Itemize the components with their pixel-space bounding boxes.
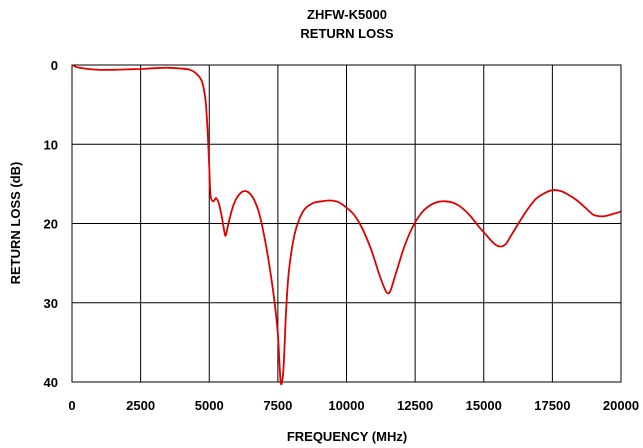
x-tick-label: 2500 — [126, 398, 155, 413]
y-tick-label: 10 — [44, 137, 58, 152]
y-tick-label: 30 — [44, 296, 58, 311]
x-tick-label: 0 — [68, 398, 75, 413]
chart-subtitle: RETURN LOSS — [300, 26, 394, 41]
y-axis-label: RETURN LOSS (dB) — [8, 162, 23, 285]
series-layer — [71, 64, 622, 386]
grid — [71, 64, 622, 383]
return-loss-line — [71, 64, 622, 386]
x-tick-label: 17500 — [534, 398, 570, 413]
x-tick-label: 12500 — [397, 398, 433, 413]
x-axis-label: FREQUENCY (MHz) — [287, 429, 407, 444]
x-tick-labels: 0 2500 5000 7500 10000 12500 15000 17500 20000 — [68, 398, 639, 413]
x-tick-label: 7500 — [263, 398, 292, 413]
plot-frame — [71, 64, 622, 383]
x-tick-label: 5000 — [195, 398, 224, 413]
chart-title: ZHFW-K5000 — [307, 7, 387, 22]
x-tick-label: 10000 — [328, 398, 364, 413]
x-tick-label: 20000 — [603, 398, 639, 413]
y-tick-label: 40 — [44, 375, 58, 390]
y-tick-label: 20 — [44, 217, 58, 232]
y-tick-label: 0 — [51, 58, 58, 73]
x-tick-label: 15000 — [466, 398, 502, 413]
y-tick-labels: 0 10 20 30 40 — [44, 58, 58, 390]
